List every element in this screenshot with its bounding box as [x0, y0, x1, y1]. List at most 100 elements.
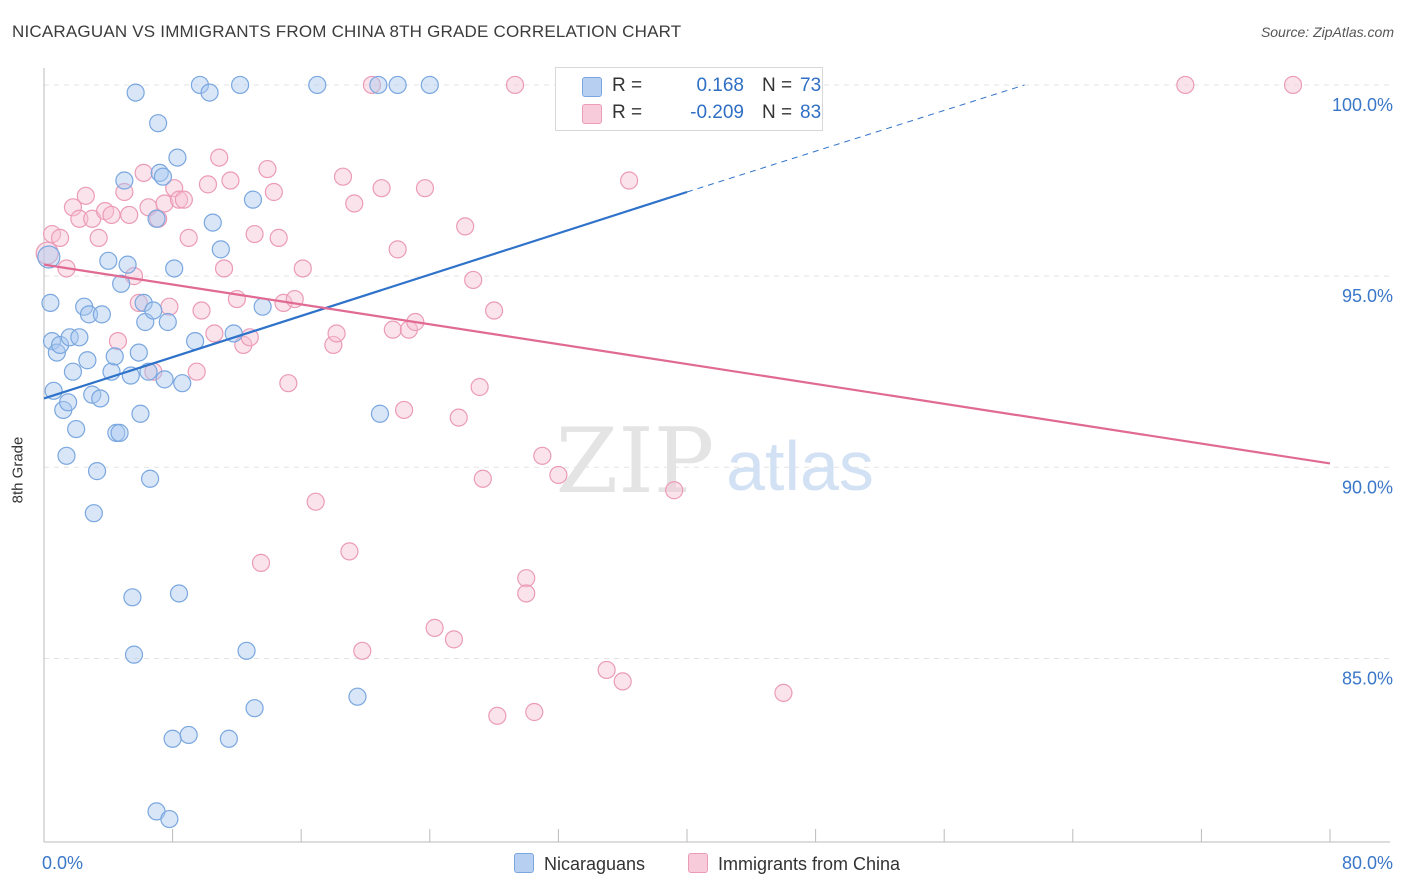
data-point-china [192, 301, 211, 320]
data-point-china [269, 228, 288, 247]
data-point-nicaraguan [70, 328, 89, 347]
data-point-nicaraguan [203, 213, 222, 232]
legend-r-label: R = [612, 75, 643, 96]
data-point-china [179, 228, 198, 247]
correlation-legend: R = 0.168 N = 73 R = -0.209 N = 83 [555, 67, 823, 131]
data-point-china [597, 660, 616, 680]
trend-lines [43, 84, 1331, 465]
legend-n-value: 83 [800, 102, 822, 123]
data-point-china [517, 584, 536, 603]
data-point-china [613, 672, 632, 691]
data-point-china [169, 190, 189, 209]
legend-n-value: 73 [800, 75, 822, 96]
data-point-nicaraguan [59, 393, 78, 412]
gridlines [44, 84, 1390, 659]
data-point-china [470, 377, 489, 397]
y-tick-label: 95.0% [1342, 286, 1393, 306]
data-point-china [345, 194, 364, 213]
y-axis-label: 8th Grade [9, 436, 27, 504]
data-point-nicaraguan [160, 809, 179, 829]
data-point-nicaraguan [253, 297, 272, 316]
data-point-china [155, 194, 174, 213]
data-point-nicaraguan [165, 259, 184, 278]
data-point-nicaraguan [139, 362, 158, 381]
legend-n-label: N = [762, 75, 793, 96]
data-point-china [488, 706, 507, 725]
data-point-nicaraguan [219, 729, 238, 748]
data-point-nicaraguan [123, 588, 142, 607]
data-point-nicaraguan [63, 362, 83, 381]
data-point-china [464, 270, 483, 290]
data-point-china [774, 683, 793, 702]
watermark-zip: ZIP [556, 409, 715, 514]
data-point-nicaraguan [112, 274, 131, 293]
data-point-china [1176, 75, 1195, 95]
data-point-china [70, 209, 89, 228]
trend-line-nicaraguans-extension [686, 84, 1025, 193]
legend-swatch-blue [582, 77, 602, 97]
bottom-legend-nicaraguans: Nicaraguans [514, 853, 645, 875]
data-point-china [214, 259, 234, 278]
data-point-nicaraguan [179, 725, 198, 745]
data-point-china [525, 702, 544, 722]
data-point-china [63, 198, 83, 217]
tick-labels: 85.0% 90.0% 95.0% 100.0% 0.0% 80.0% [42, 95, 1393, 873]
bottom-legend-swatch-blue [514, 853, 534, 873]
bottom-legend-swatch-pink [688, 853, 708, 873]
bottom-legend-label: Nicaraguans [544, 854, 646, 874]
data-point-nicaraguan [224, 324, 243, 343]
data-point-nicaraguan [173, 374, 192, 393]
data-point-china [108, 332, 128, 351]
data-point-nicaraguan [245, 699, 264, 718]
y-tick-label: 85.0% [1342, 668, 1393, 688]
data-point-china [160, 297, 179, 316]
data-point-china [383, 320, 402, 339]
legend-r-value: -0.209 [690, 102, 744, 123]
data-point-nicaraguan [243, 190, 263, 209]
data-point-nicaraguan [369, 75, 388, 95]
data-point-nicaraguan [144, 301, 163, 320]
data-point-china [50, 228, 70, 247]
data-point-china [340, 542, 359, 561]
data-point-nicaraguan [169, 584, 189, 603]
data-point-china [388, 240, 407, 259]
data-point-nicaraguan [153, 167, 173, 186]
axes [43, 68, 1390, 843]
data-point-china [449, 408, 468, 427]
legend-r-value: 0.168 [696, 75, 744, 96]
data-point-china [264, 182, 283, 202]
data-point-china [89, 228, 108, 247]
data-point-china [444, 630, 464, 649]
data-point-nicaraguan [115, 171, 134, 190]
data-point-nicaraguan [37, 245, 61, 269]
data-point-china [362, 75, 382, 95]
data-point-nicaraguan [57, 446, 76, 465]
x-tick-label: 80.0% [1342, 853, 1393, 873]
data-point-nicaraguan [131, 404, 150, 423]
data-point-china [517, 569, 536, 588]
data-point-china [549, 465, 568, 485]
data-point-china [174, 190, 193, 209]
data-point-nicaraguan [79, 305, 99, 324]
trend-line-immigrants-from-china [43, 263, 1331, 465]
data-point-china [187, 362, 206, 381]
data-point-china [258, 159, 277, 179]
data-point-china [620, 171, 639, 190]
legend-swatch-pink [582, 104, 602, 124]
data-point-china [425, 618, 444, 637]
data-point-nicaraguan [129, 343, 148, 362]
data-point-nicaraguan [84, 504, 103, 523]
data-point-nicaraguan [308, 75, 327, 95]
data-point-nicaraguan [370, 404, 390, 423]
series-nicaraguans [37, 75, 600, 829]
data-point-nicaraguan [60, 328, 79, 347]
data-point-china [210, 148, 229, 167]
bottom-legend-label: Immigrants from China [718, 854, 901, 874]
data-point-nicaraguan [158, 312, 177, 332]
data-point-nicaraguan [118, 255, 137, 274]
data-point-china [76, 186, 95, 205]
data-point-china [353, 641, 372, 660]
data-point-china [333, 167, 353, 186]
data-point-china [473, 469, 492, 488]
data-point-china [129, 293, 148, 312]
